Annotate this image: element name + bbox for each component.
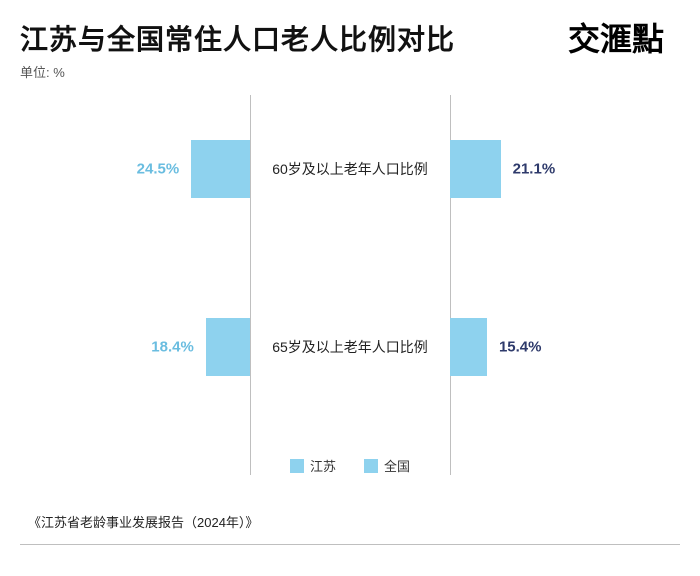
value-national: 15.4% [499, 339, 542, 356]
chart-title: 江苏与全国常住人口老人比例对比 [20, 18, 455, 58]
chart-legend: 江苏 全国 [20, 456, 680, 475]
unit-label: 单位: % [20, 62, 65, 81]
bar-jiangsu [191, 140, 250, 198]
bar-national [450, 140, 501, 198]
legend-swatch [364, 459, 378, 473]
value-national: 21.1% [513, 161, 556, 178]
value-jiangsu: 18.4% [151, 339, 194, 356]
source-citation: 《江苏省老龄事业发展报告（2024年）》 [28, 512, 258, 531]
legend-label: 全国 [384, 456, 410, 475]
legend-item: 全国 [364, 456, 410, 475]
chart-row: 60岁及以上老年人口比例 24.5% 21.1% [20, 115, 680, 223]
legend-item: 江苏 [290, 456, 336, 475]
baseline-rule [20, 544, 680, 545]
bar-jiangsu [206, 318, 250, 376]
bar-national [450, 318, 487, 376]
category-label: 65岁及以上老年人口比例 [272, 337, 428, 357]
legend-swatch [290, 459, 304, 473]
value-jiangsu: 24.5% [137, 161, 180, 178]
legend-label: 江苏 [310, 456, 336, 475]
brand-logo: 交滙點 [568, 14, 664, 60]
chart-plot: 60岁及以上老年人口比例 24.5% 21.1% 65岁及以上老年人口比例 18.4% 1… [20, 95, 680, 475]
category-label: 60岁及以上老年人口比例 [272, 159, 428, 179]
chart-row: 65岁及以上老年人口比例 18.4% 15.4% [20, 293, 680, 401]
